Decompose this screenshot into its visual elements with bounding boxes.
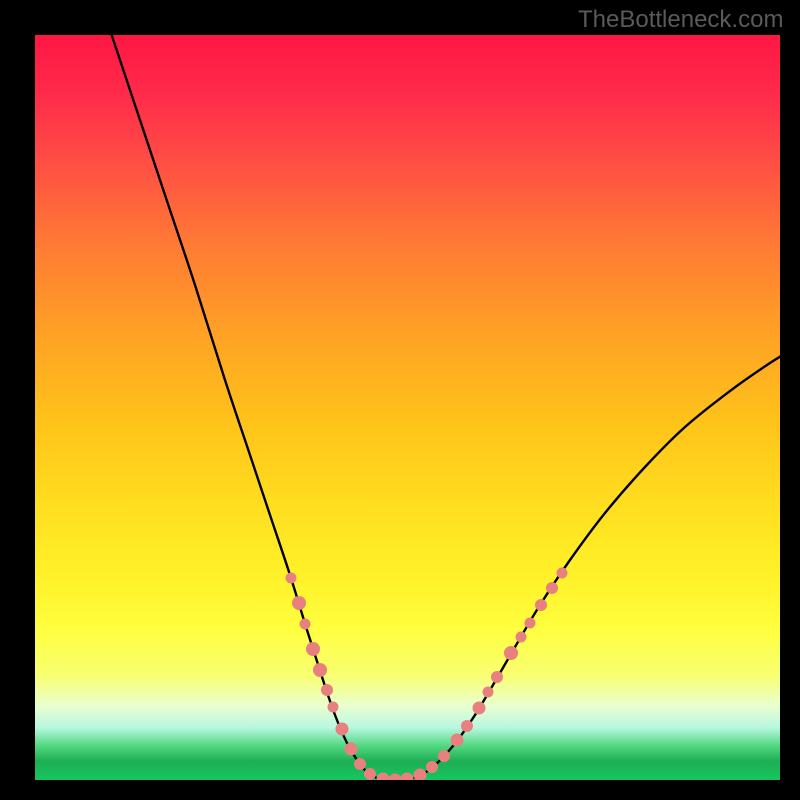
data-marker (426, 761, 438, 773)
data-marker (389, 774, 402, 781)
data-marker (516, 632, 527, 643)
data-marker (345, 743, 358, 756)
data-marker (306, 642, 320, 656)
data-marker (546, 582, 558, 594)
plot-area (35, 35, 780, 780)
data-marker (483, 687, 494, 698)
data-marker (336, 723, 349, 736)
data-marker (292, 596, 306, 610)
bottleneck-curve (110, 35, 780, 780)
data-marker (473, 702, 486, 715)
data-marker (377, 773, 390, 781)
data-marker (321, 684, 333, 696)
data-marker (535, 599, 547, 611)
data-marker (504, 646, 518, 660)
data-marker (491, 671, 503, 683)
data-marker (313, 663, 327, 677)
data-marker (364, 768, 376, 780)
data-marker (328, 702, 339, 713)
watermark-text: TheBottleneck.com (578, 6, 783, 34)
data-marker (354, 758, 366, 770)
data-marker (461, 720, 473, 732)
data-marker (401, 773, 414, 781)
chart-svg (35, 35, 780, 780)
data-marker (525, 618, 536, 629)
chart-container: TheBottleneck.com (0, 0, 800, 800)
data-marker (451, 734, 464, 747)
data-marker (286, 573, 297, 584)
data-marker (414, 769, 427, 781)
data-marker (300, 619, 311, 630)
data-marker (557, 568, 568, 579)
data-marker (438, 750, 450, 762)
